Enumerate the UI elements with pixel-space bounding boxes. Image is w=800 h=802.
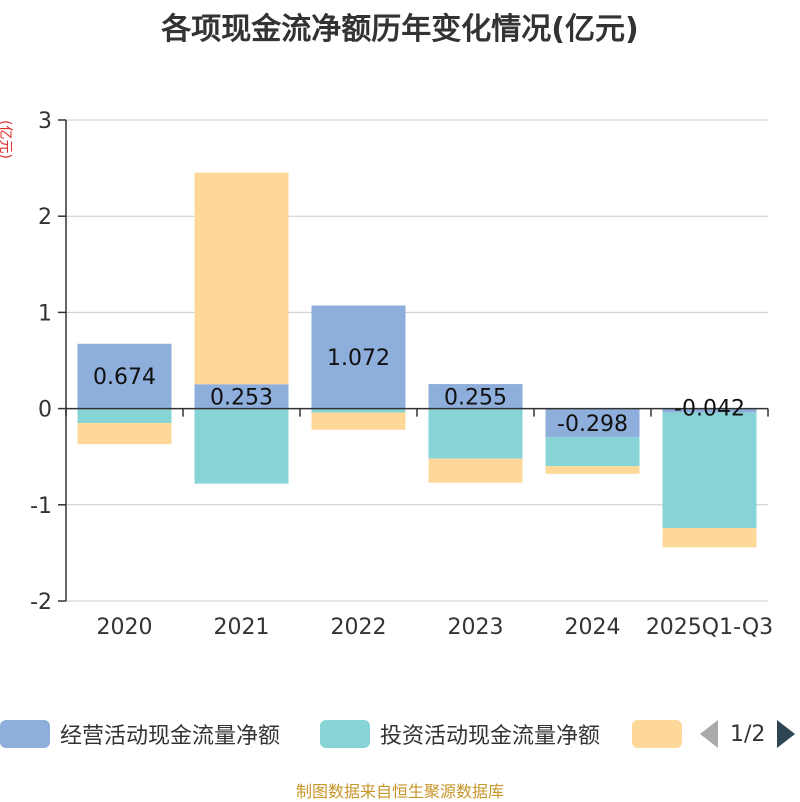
x-tick-label: 2023 xyxy=(448,615,504,640)
bar-2-2025Q1-Q3 xyxy=(662,412,757,529)
legend-swatch-operating xyxy=(0,720,50,748)
bar-2-2022 xyxy=(311,408,406,413)
x-tick-label: 2022 xyxy=(331,615,387,640)
data-label: -0.042 xyxy=(674,397,745,422)
legend-pager: 1/2 xyxy=(700,716,796,752)
bar-1-2023 xyxy=(428,384,523,409)
legend-label-operating: 经营活动现金流量净额 xyxy=(60,724,281,749)
legend-prev-arrow-icon[interactable] xyxy=(700,720,718,748)
bar-2-2023 xyxy=(428,408,523,459)
legend-page-indicator: 1/2 xyxy=(730,721,766,747)
legend-next-arrow-icon[interactable] xyxy=(777,720,796,748)
x-tick-label: 2021 xyxy=(214,615,270,640)
bar-3-2020 xyxy=(77,423,172,445)
x-tick-label: 2024 xyxy=(565,615,621,640)
data-label: 1.072 xyxy=(327,346,390,371)
y-tick-label: -1 xyxy=(30,494,52,519)
legend-item-investing[interactable]: 投资活动现金流量净额 xyxy=(320,716,600,752)
bar-3-2022 xyxy=(311,412,406,430)
data-source-note: 制图数据来自恒生聚源数据库 xyxy=(295,782,504,801)
bar-1-2020 xyxy=(77,343,172,409)
legend-item-operating[interactable]: 经营活动现金流量净额 xyxy=(0,716,280,752)
y-tick-label: 0 xyxy=(38,398,52,423)
x-tick-label: 2020 xyxy=(97,615,153,640)
data-label: 0.255 xyxy=(444,385,507,410)
bar-3-2023 xyxy=(428,458,523,483)
bar-2-2020 xyxy=(77,408,172,424)
chart-area: 3 2 1 0 -1 -2 2020 2021 2022 2023 2024 2025Q1-Q3 0.6… xyxy=(30,109,773,640)
y-tick-label: 2 xyxy=(38,205,52,230)
legend-label-investing: 投资活动现金流量净额 xyxy=(380,724,601,749)
legend-swatch-financing xyxy=(632,720,682,748)
bar-1-2025Q1-Q3 xyxy=(662,408,757,413)
data-label: 0.674 xyxy=(93,365,156,390)
bar-3-2021 xyxy=(194,172,289,385)
legend-item-financing[interactable] xyxy=(632,716,692,752)
bar-2-2024 xyxy=(545,437,640,467)
bar-1-2024 xyxy=(545,408,640,438)
chart-title: 各项现金流净额历年变化情况(亿元) xyxy=(161,12,639,47)
bar-3-2025Q1-Q3 xyxy=(662,528,757,548)
bar-1-2021 xyxy=(194,384,289,409)
y-tick-label: 3 xyxy=(38,109,52,134)
bar-2-2021 xyxy=(194,408,289,484)
x-tick-label: 2025Q1-Q3 xyxy=(646,615,773,640)
legend-swatch-investing xyxy=(320,720,370,748)
bar-3-2024 xyxy=(545,466,640,474)
bar-1-2022 xyxy=(311,305,406,409)
data-label: 0.253 xyxy=(210,385,273,410)
y-tick-label: -2 xyxy=(30,590,52,615)
legend: 经营活动现金流量净额 投资活动现金流量净额 1/2 xyxy=(0,716,800,752)
data-label: -0.298 xyxy=(557,412,628,437)
y-tick-label: 1 xyxy=(38,301,52,326)
